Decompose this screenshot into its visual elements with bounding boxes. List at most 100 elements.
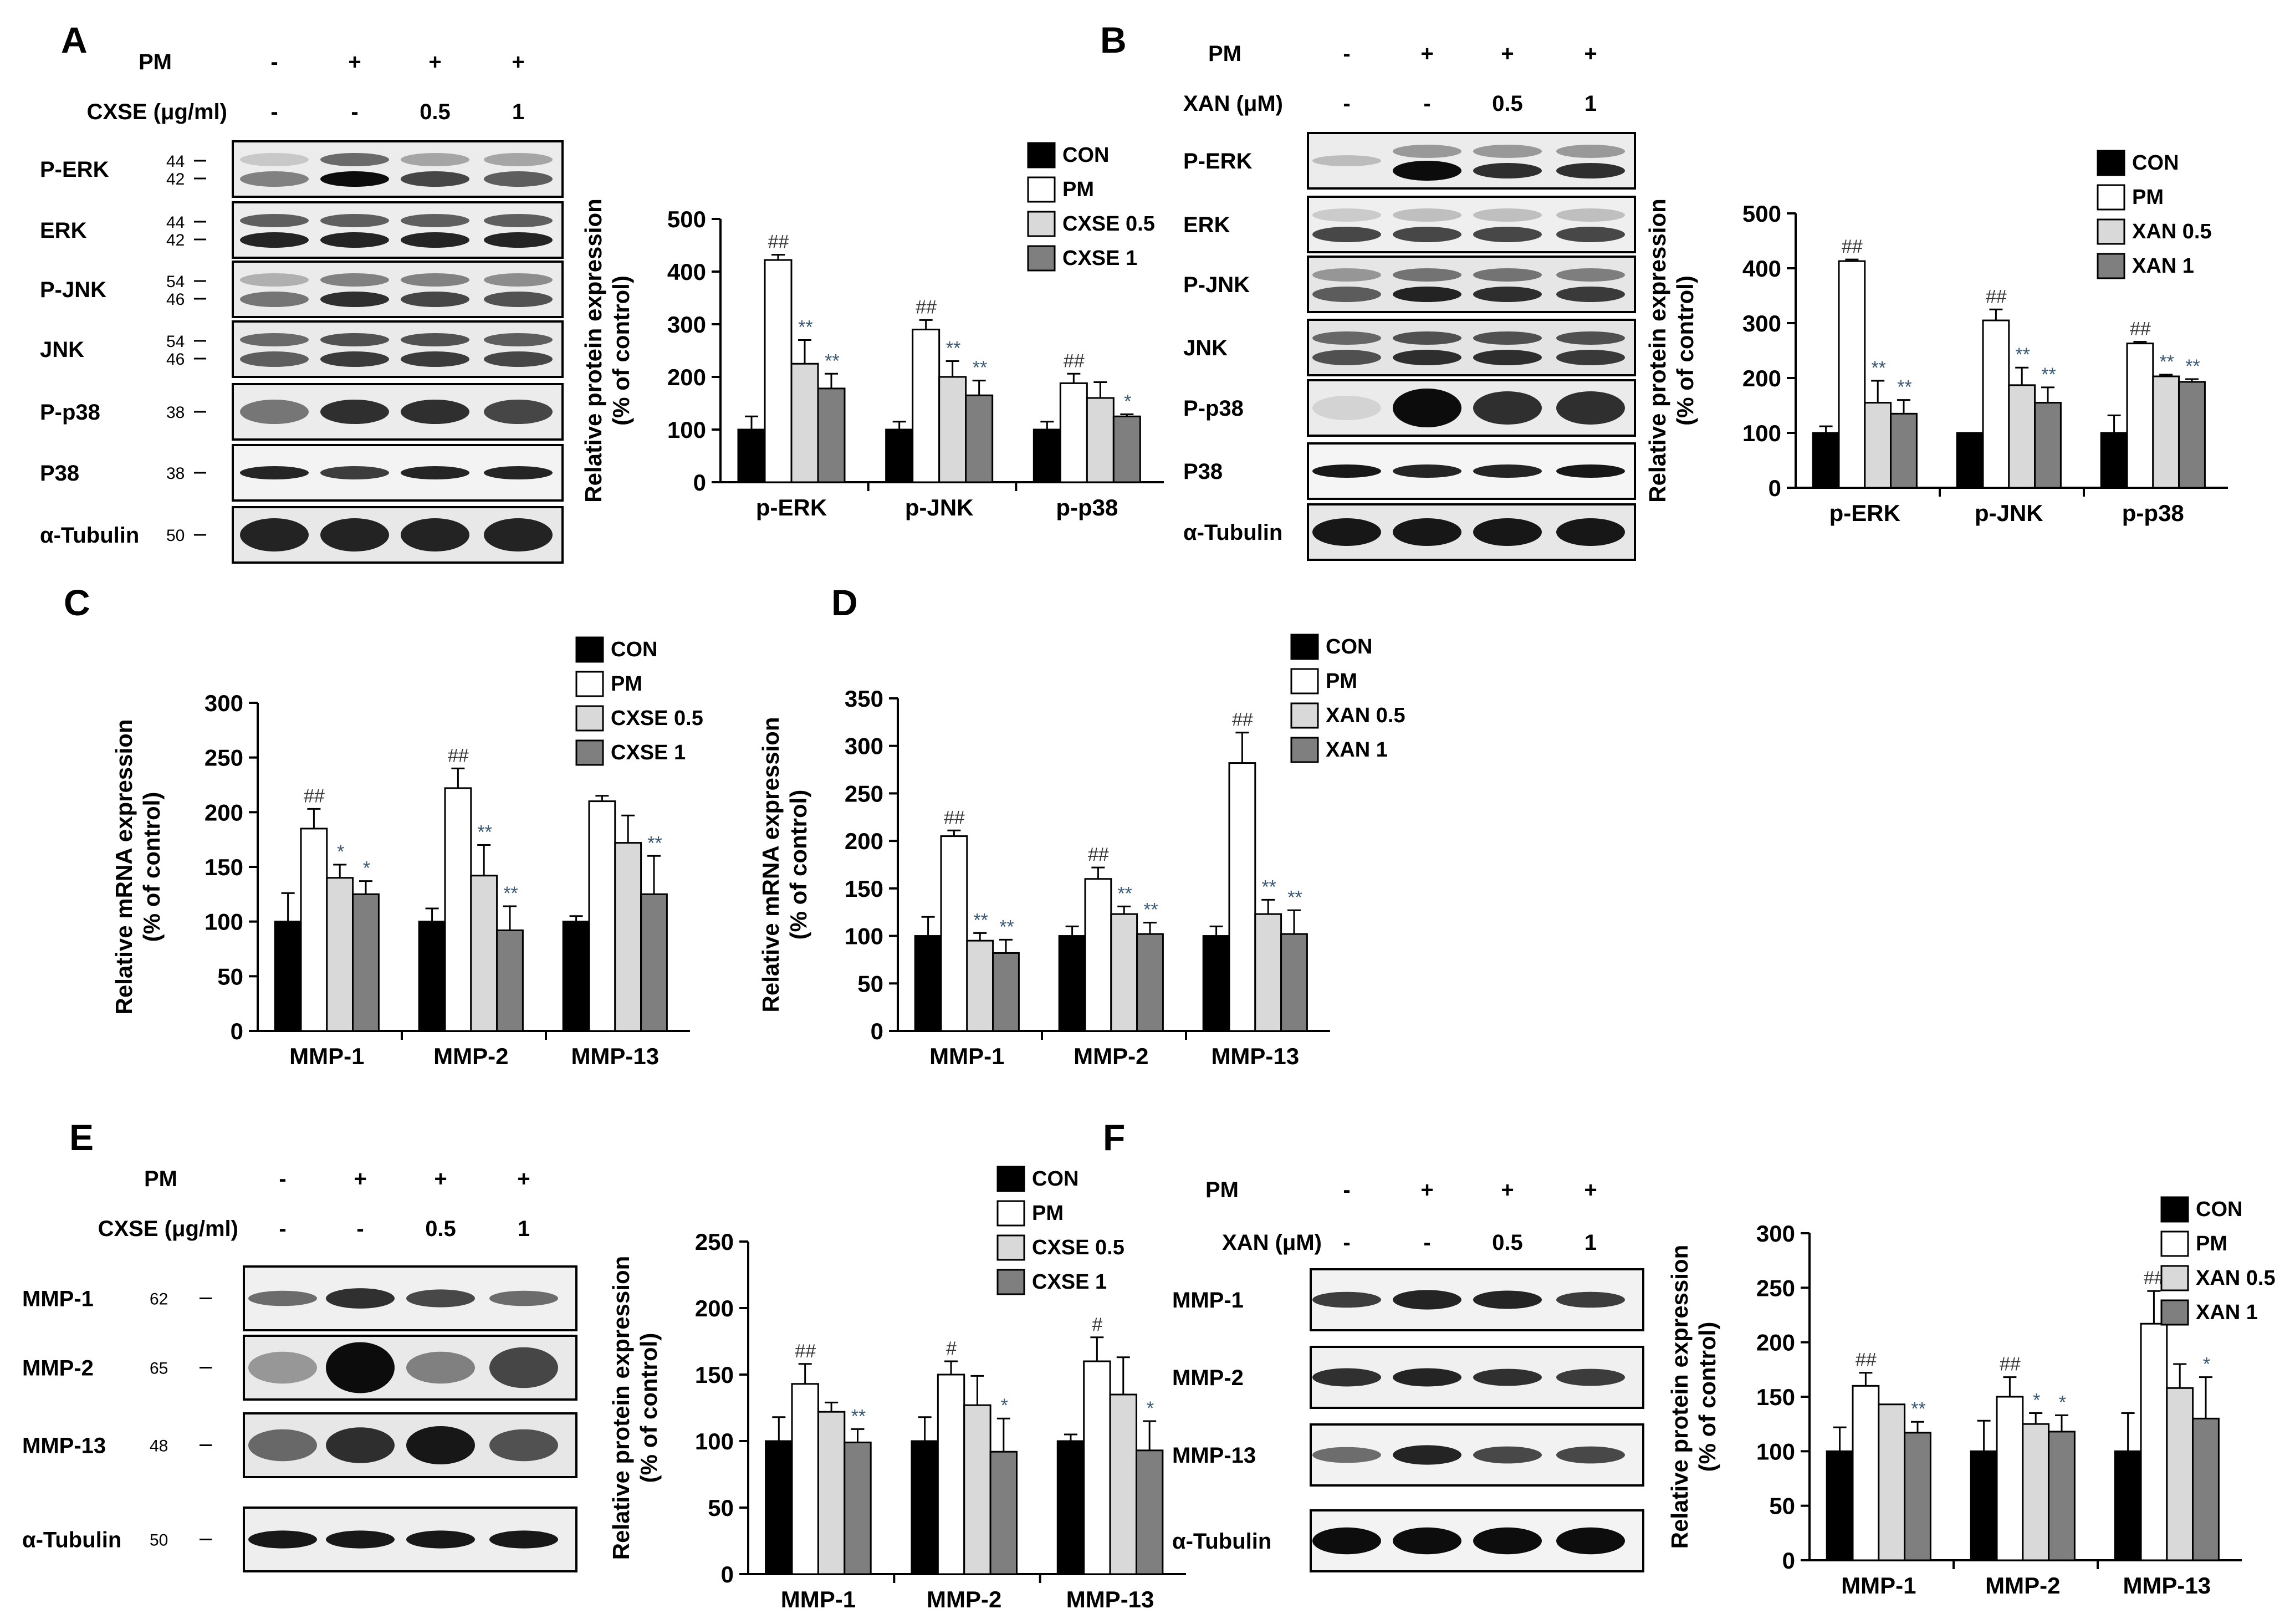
blot-band	[484, 214, 553, 227]
x-tick-label: p-p38	[1056, 494, 1118, 520]
blot-band	[489, 1530, 558, 1549]
blot-e-group: PM - + + + CXSE (μg/ml) - - 0.5 1 MMP-1 62 MMP-2 65 MM…	[22, 1167, 577, 1572]
blot-band	[240, 400, 309, 424]
legend-label: CXSE 0.5	[611, 707, 703, 730]
panel-letter-c: C	[64, 582, 90, 623]
legend-label: PM	[2196, 1232, 2227, 1255]
blot-band	[1393, 268, 1461, 282]
legend-swatch	[996, 1269, 1025, 1295]
panel-letter-f: F	[1103, 1117, 1125, 1158]
blot-membrane	[1307, 256, 1636, 313]
blot-band	[240, 232, 309, 248]
blot-band	[1556, 331, 1625, 345]
condition-value: 1	[512, 100, 524, 124]
y-tick-label: 250	[845, 780, 883, 806]
blot-band	[1556, 1291, 1625, 1308]
blot-band	[1393, 1527, 1461, 1555]
blot-band	[489, 1347, 558, 1388]
blot-band	[326, 1288, 395, 1309]
bar-cxse-1	[965, 394, 994, 483]
significance-mark: ##	[1063, 350, 1085, 371]
significance-mark: **	[477, 822, 492, 843]
x-tick-label: MMP-13	[2123, 1572, 2211, 1599]
significance-mark: ##	[1985, 286, 2007, 307]
condition-label: CXSE (μg/ml)	[98, 1217, 238, 1241]
blot-band	[401, 153, 469, 166]
y-axis-label: Relative protein expression (% of control…	[1644, 198, 1698, 503]
blot-membrane	[1307, 132, 1636, 190]
blot-band	[1393, 464, 1461, 478]
condition-label: PM	[144, 1167, 177, 1191]
significance-mark: ##	[943, 807, 965, 828]
condition-value: -	[351, 100, 358, 124]
bar-cxse-1	[844, 1441, 872, 1575]
panel-letter-b: B	[1100, 19, 1127, 60]
blot-band	[1312, 287, 1381, 302]
blot-band	[1473, 1446, 1542, 1464]
bar-con	[2114, 1450, 2142, 1561]
bar-pm	[1228, 762, 1256, 1032]
significance-mark: *	[2058, 1392, 2066, 1413]
y-tick-label: 0	[231, 1018, 243, 1044]
y-tick-label: 100	[1756, 1438, 1795, 1464]
blot-band	[1393, 287, 1461, 302]
condition-value: 1	[518, 1217, 530, 1241]
blot-band	[1556, 287, 1625, 302]
blot-band	[320, 400, 389, 424]
y-axis-title: Relative mRNA expression	[111, 719, 137, 1015]
bar-pm	[1838, 260, 1866, 489]
significance-mark: ##	[447, 745, 469, 766]
legend-label: PM	[1062, 178, 1094, 201]
y-tick-label: 400	[1742, 256, 1781, 282]
blot-band	[240, 153, 309, 166]
mw-marker: 44	[166, 213, 185, 232]
bar-pm	[444, 787, 472, 1032]
legend-label: CON	[2196, 1198, 2242, 1221]
x-tick-label: MMP-2	[433, 1043, 508, 1069]
legend-swatch	[1027, 176, 1056, 203]
blot-band	[1393, 161, 1461, 181]
bar-xan-0.5	[1254, 913, 1282, 1032]
bar-con	[2100, 432, 2128, 489]
y-axis-subtitle: (% of control)	[1672, 275, 1698, 426]
legend-label: XAN 1	[1326, 738, 1388, 762]
blot-band	[401, 400, 469, 424]
blot-band	[1312, 208, 1381, 222]
bar-cxse-0.5	[470, 875, 498, 1032]
legend-swatch	[2160, 1196, 2189, 1223]
blot-band	[1473, 227, 1542, 242]
significance-mark: **	[824, 350, 840, 371]
condition-value: +	[428, 50, 441, 74]
significance-mark: *	[1123, 391, 1132, 412]
blot-band	[240, 214, 309, 227]
blot-band	[1473, 287, 1542, 302]
y-axis-title: Relative protein expression	[1667, 1245, 1693, 1549]
y-axis-subtitle: (% of control)	[636, 1333, 662, 1483]
mw-marker: 48	[150, 1437, 168, 1456]
blot-band	[1473, 391, 1542, 425]
legend-label: CXSE 0.5	[1062, 212, 1155, 236]
y-tick-label: 200	[1742, 365, 1781, 391]
bar-pm	[912, 329, 941, 483]
legend-swatch	[1290, 634, 1319, 660]
mw-marker: 38	[166, 464, 185, 483]
y-tick-label: 150	[205, 854, 243, 880]
significance-mark: **	[1287, 887, 1302, 908]
blot-band	[401, 333, 469, 346]
condition-value: -	[1343, 42, 1350, 66]
x-tick-label: p-ERK	[1829, 500, 1900, 526]
significance-mark: ##	[303, 785, 325, 806]
blot-band	[1312, 396, 1381, 420]
blot-band	[1473, 268, 1542, 282]
bar-con	[914, 935, 942, 1032]
blot-band	[1473, 1527, 1542, 1555]
condition-value: 0.5	[1492, 1230, 1523, 1255]
blot-band	[1312, 268, 1381, 282]
blot-band	[1473, 464, 1542, 478]
condition-label: PM	[139, 50, 172, 74]
blot-band	[406, 1289, 475, 1308]
bar-cxse-0.5	[326, 877, 354, 1032]
bar-cxse-1	[817, 387, 846, 483]
bar-pm	[1083, 1360, 1111, 1575]
